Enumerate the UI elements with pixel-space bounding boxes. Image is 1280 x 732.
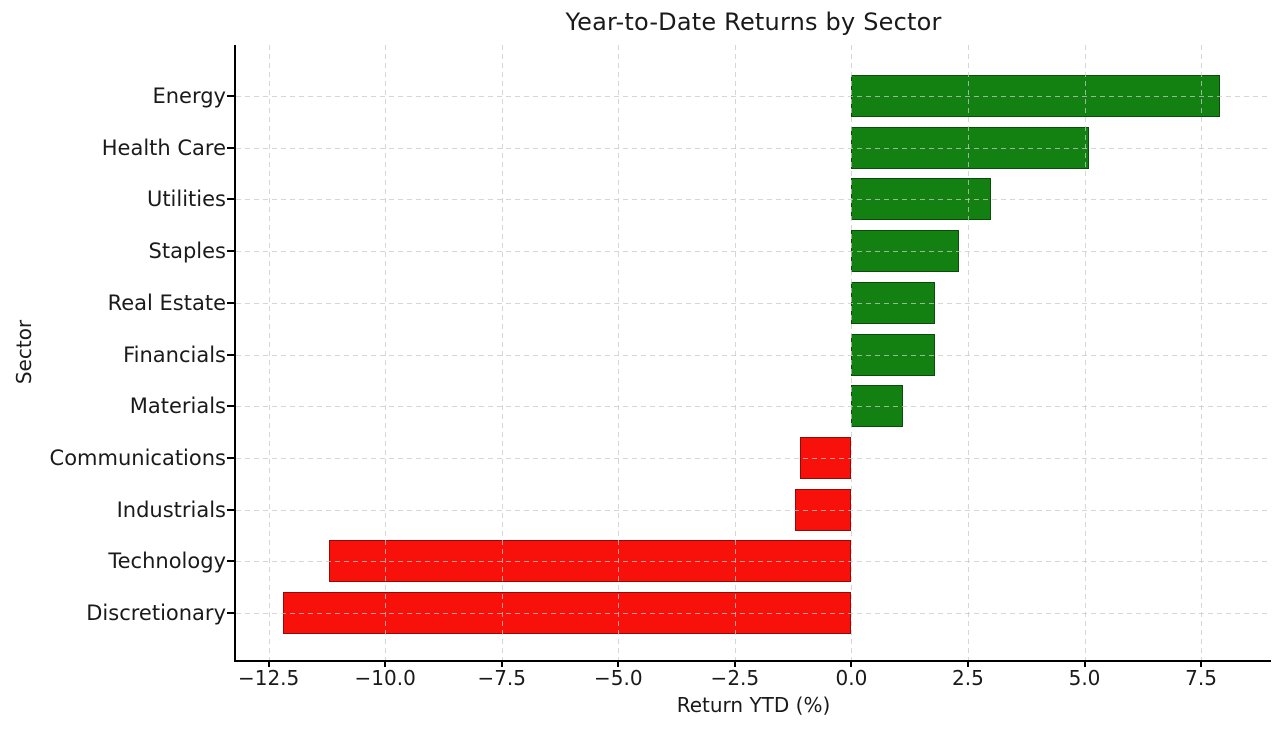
y-tick-label: Industrials [116,497,226,522]
bar-discretionary [282,592,852,634]
y-tick-label: Utilities [146,187,226,212]
bar-health-care [851,126,1090,169]
y-tick-label: Health Care [101,135,226,160]
gridline-horizontal [236,147,1271,149]
x-tick-label: 5.0 [1068,666,1101,690]
x-tick-mark [850,660,853,667]
x-tick-mark [617,660,620,667]
gridline-horizontal [236,354,1271,356]
x-tick-mark [384,660,387,667]
y-tick-mark [227,456,234,459]
gridline-horizontal [236,302,1271,304]
bar-industrials [795,488,852,531]
y-tick-label: Staples [148,239,226,264]
y-tick-mark [227,353,234,356]
gridline-horizontal [236,406,1271,408]
x-tick-mark [267,660,270,667]
y-tick-label: Discretionary [86,601,226,625]
x-tick-label: 0.0 [835,666,868,690]
bar-staples [851,230,959,273]
x-tick-label: 2.5 [952,666,984,690]
y-tick-label: Communications [49,445,226,470]
gridline-vertical [268,45,270,660]
x-tick-label: −10.0 [354,666,416,690]
x-tick-mark [966,660,969,667]
bar-financials [851,333,936,376]
y-tick-mark [227,508,234,511]
x-tick-label: −5.0 [594,666,643,690]
bar-communications [800,436,852,479]
x-axis-label: Return YTD (%) [676,693,831,717]
x-tick-mark [733,660,736,667]
bar-materials [851,385,903,428]
y-axis-spine [234,45,236,662]
x-tick-label: −7.5 [477,666,527,690]
y-tick-mark [227,560,234,563]
bar-energy [851,75,1220,117]
gridline-vertical [1201,45,1203,660]
y-tick-mark [227,95,234,97]
x-tick-mark [1083,660,1086,667]
x-tick-label: −12.5 [237,666,300,690]
plot-area: −12.5 −10.0 −7.5 −5.0 −2.5 0.0 2.5 5.0 7.5 [227,45,1271,690]
y-tick-label: Technology [108,549,226,574]
x-axis-spine [234,660,1271,662]
y-tick-mark [227,250,234,253]
y-tick-label: Real Estate [107,290,226,315]
chart-title: Year-to-Date Returns by Sector [565,8,942,36]
y-tick-mark [227,612,234,614]
bar-technology [329,540,852,583]
bar-utilities [851,178,992,221]
y-tick-mark [227,301,234,304]
y-tick-label: Energy [152,84,226,108]
y-tick-mark [227,405,234,408]
gridline-horizontal [236,251,1271,253]
y-tick-mark [227,198,234,201]
y-tick-label: Financials [123,342,226,367]
x-tick-mark [500,660,503,667]
gridline-horizontal [236,509,1271,511]
gridline-horizontal [236,457,1271,459]
x-tick-label: 7.5 [1185,666,1217,690]
x-tick-label: −2.5 [710,666,760,690]
gridline-horizontal [236,199,1271,201]
bar-real-estate [851,281,936,324]
y-tick-mark [227,146,234,149]
y-tick-label: Materials [129,394,226,419]
x-tick-mark [1200,660,1203,667]
